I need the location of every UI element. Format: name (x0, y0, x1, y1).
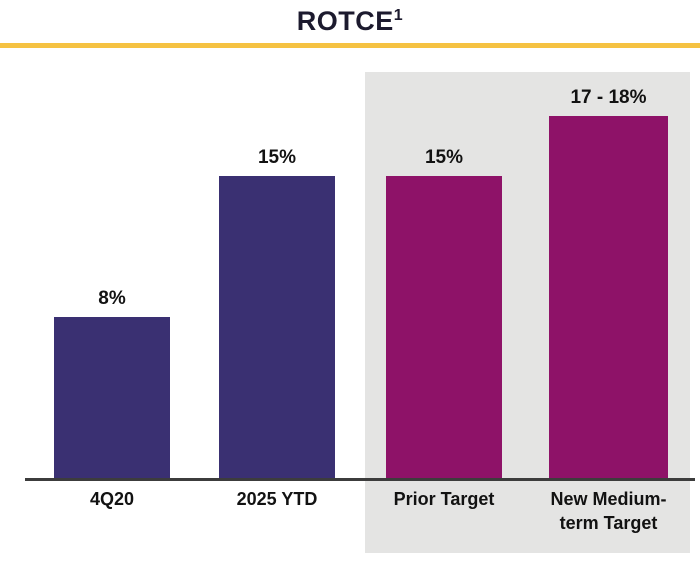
bar-value-label-new-medium-term-target: 17 - 18% (570, 87, 647, 108)
axis-label-line: Prior Target (393, 489, 495, 509)
chart-title: ROTCE1 (0, 6, 700, 37)
gold-divider-rule (0, 43, 700, 48)
axis-label-line: term Target (559, 513, 658, 533)
axis-label-2025-ytd: 2025 YTD (177, 487, 377, 511)
axis-label-line: 4Q20 (89, 489, 135, 509)
bar-prior-target (386, 176, 502, 478)
axis-label-new-medium-term-target: New Medium-term Target (509, 487, 700, 535)
chart-title-text: ROTCE (296, 6, 394, 36)
axis-label-line: New Medium- (550, 489, 667, 509)
axis-label-4q20: 4Q20 (12, 487, 212, 511)
bar-4q20 (54, 317, 170, 478)
bar-new-medium-term-target (549, 116, 668, 478)
axis-label-prior-target: Prior Target (344, 487, 544, 511)
bar-value-label-4q20: 8% (98, 288, 126, 309)
chart-title-footnote-marker: 1 (393, 7, 404, 24)
bar-2025-ytd (219, 176, 335, 478)
bar-value-label-prior-target: 15% (424, 147, 464, 168)
bar-value-label-2025-ytd: 15% (257, 147, 297, 168)
x-axis-baseline (25, 478, 695, 481)
axis-label-line: 2025 YTD (236, 489, 318, 509)
